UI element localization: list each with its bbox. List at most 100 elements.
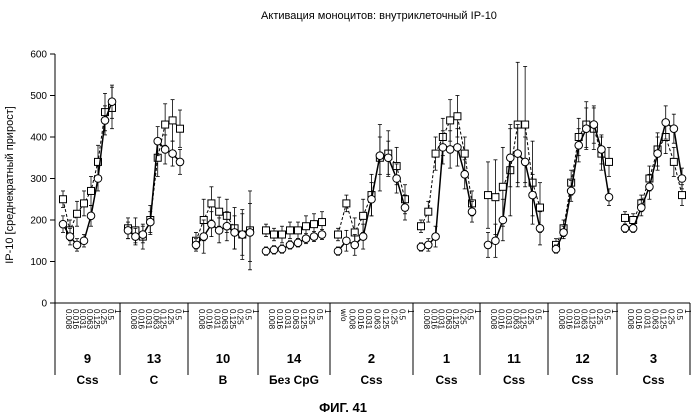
data-point-circle (175, 157, 185, 167)
group-number-label: 9 (84, 351, 91, 366)
concentration-label: 0.031 (642, 309, 651, 330)
concentration-label: 0.063 (220, 309, 229, 330)
data-point-circle (383, 153, 393, 163)
concentration-label: 0.016 (429, 309, 438, 330)
group-1 (416, 95, 477, 252)
figure-label: ФИГ. 41 (319, 400, 367, 415)
concentration-label: 0.25 (166, 309, 175, 325)
concentration-label: 0.25 (595, 309, 604, 325)
concentration-label: 0.25 (458, 309, 467, 325)
concentration-label: 0.063 (580, 309, 589, 330)
concentration-label: 0.016 (496, 309, 505, 330)
group-13 (123, 99, 185, 250)
concentration-label: 0.5 (602, 309, 611, 321)
concentration-label: 0.5 (106, 309, 115, 321)
data-point-circle (350, 240, 360, 250)
concentration-label: 0.5 (466, 309, 475, 321)
group-number-label: 10 (216, 351, 230, 366)
group-sublabel: C (150, 373, 159, 387)
data-point-circle (661, 118, 671, 127)
concentration-label: 0.063 (650, 309, 659, 330)
concentration-label: 0.125 (659, 309, 668, 330)
y-tick-label: 600 (30, 50, 47, 61)
concentration-label: 0.063 (373, 309, 382, 330)
concentration-label: 0.5 (243, 309, 252, 321)
group-sublabel: Css (76, 373, 98, 387)
series-line-square (624, 135, 683, 221)
concentration-label: 0.25 (526, 309, 535, 325)
group-number-label: 3 (650, 351, 657, 366)
concentration-label: 1 (610, 309, 619, 314)
group-sublabel: Css (435, 373, 457, 387)
data-point-circle (581, 124, 591, 133)
data-point-square (424, 207, 433, 216)
data-point-circle (367, 194, 376, 204)
data-point-square (460, 149, 469, 158)
data-point-square (168, 116, 177, 125)
data-point-circle (653, 149, 662, 158)
concentration-label: 0.063 (151, 309, 160, 330)
data-point-circle (230, 228, 239, 237)
group-sublabel: Css (503, 373, 525, 387)
y-tick-label: 200 (30, 216, 47, 227)
data-point-square (270, 230, 278, 239)
data-point-circle (222, 221, 232, 231)
concentration-label: 0.008 (347, 309, 356, 330)
data-point-circle (375, 151, 385, 160)
data-point-square (669, 157, 678, 166)
data-point-circle (214, 226, 224, 235)
data-point-square (359, 211, 368, 220)
data-point-circle (677, 174, 687, 183)
data-point-circle (245, 228, 255, 237)
data-point-circle (93, 174, 103, 183)
data-point-square (87, 186, 95, 195)
data-point-square (176, 124, 184, 133)
data-point-square (446, 116, 455, 125)
concentration-label: 0.25 (389, 309, 398, 325)
concentration-label: 0.031 (437, 309, 446, 330)
concentration-label: 0.25 (307, 309, 316, 325)
data-point-circle (589, 120, 599, 129)
series-line-square (337, 152, 406, 235)
concentration-label: 0.063 (511, 309, 520, 330)
concentration-label: 1 (541, 309, 550, 314)
data-point-square (94, 157, 102, 166)
concentration-label: 0.125 (519, 309, 528, 330)
concentration-label: 0.016 (634, 309, 643, 330)
concentration-label: 0.016 (356, 309, 365, 330)
data-point-square (207, 199, 216, 208)
data-point-circle (467, 207, 477, 216)
concentration-label: 0.5 (675, 309, 684, 321)
concentration-label: 0.008 (557, 309, 566, 330)
group-2 (333, 124, 410, 256)
data-point-circle (79, 236, 89, 246)
data-point-circle (342, 236, 351, 246)
data-point-circle (358, 232, 368, 241)
data-point-circle (65, 232, 75, 241)
data-point-circle (145, 217, 155, 227)
concentration-label: 1 (181, 309, 190, 314)
series-line-square (487, 124, 541, 208)
data-point-circle (160, 145, 170, 154)
concentration-label: 1 (323, 309, 332, 314)
data-point-square (318, 218, 326, 227)
data-point-circle (645, 182, 654, 192)
data-point-circle (301, 234, 311, 243)
data-point-circle (107, 97, 117, 107)
concentration-label: 0.063 (85, 309, 94, 330)
data-point-circle (285, 240, 295, 250)
concentration-label: 0.008 (267, 309, 276, 330)
data-point-circle (86, 211, 96, 221)
data-point-square (73, 209, 81, 218)
concentration-label: 0.031 (572, 309, 581, 330)
group-sublabel: Css (571, 373, 593, 387)
chart-title: Активация моноцитов: внутриклеточный IP-… (261, 10, 497, 22)
concentration-label: 0.125 (228, 309, 237, 330)
data-point-circle (123, 226, 133, 235)
data-point-square (431, 149, 440, 158)
data-groups (58, 61, 687, 271)
data-point-circle (153, 136, 163, 146)
data-point-circle (498, 215, 508, 225)
data-point-square (278, 230, 286, 239)
